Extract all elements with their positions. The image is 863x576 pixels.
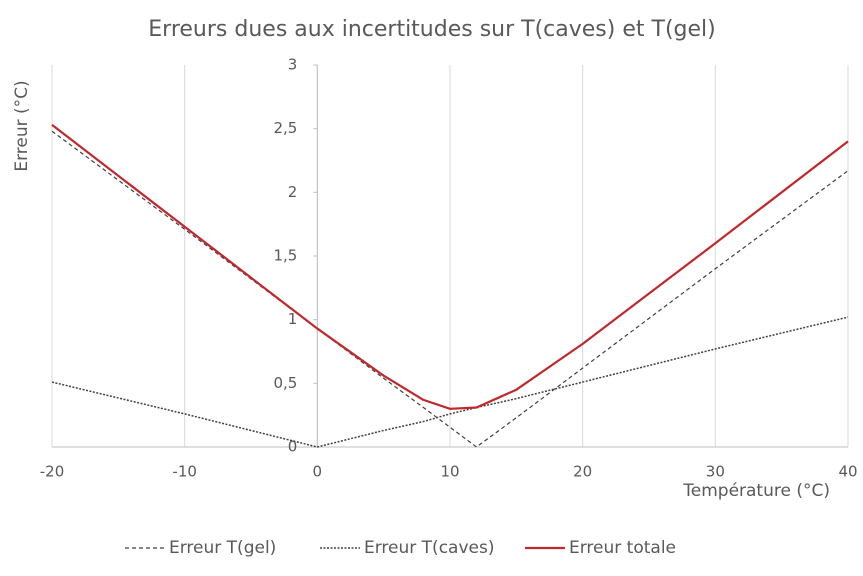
series-line (51, 316, 849, 448)
x-tick-label: 0 (313, 463, 323, 481)
legend-label: Erreur T(caves) (364, 538, 494, 558)
legend-label: Erreur T(gel) (169, 538, 276, 558)
chart-title: Erreurs dues aux incertitudes sur T(cave… (148, 17, 715, 42)
y-axis-label: Erreur (°C) (12, 80, 32, 171)
x-tick-label: 40 (838, 463, 857, 481)
y-tick-label: 0,5 (273, 374, 297, 392)
y-tick-label: 0 (288, 438, 298, 456)
series-line (51, 123, 849, 410)
x-tick-label: -20 (40, 463, 65, 481)
legend-label: Erreur totale (569, 538, 676, 558)
y-tick-label: 1,5 (273, 247, 297, 265)
y-tick-label: 1 (288, 310, 298, 328)
x-tick-label: -10 (172, 463, 197, 481)
x-tick-label: 20 (573, 463, 592, 481)
x-tick-label: 30 (706, 463, 725, 481)
x-tick-label: 10 (440, 463, 459, 481)
y-tick-label: 2 (288, 183, 298, 201)
y-tick-label: 3 (288, 56, 298, 74)
x-axis-label: Température (°C) (682, 481, 830, 501)
y-tick-label: 2,5 (273, 119, 297, 137)
